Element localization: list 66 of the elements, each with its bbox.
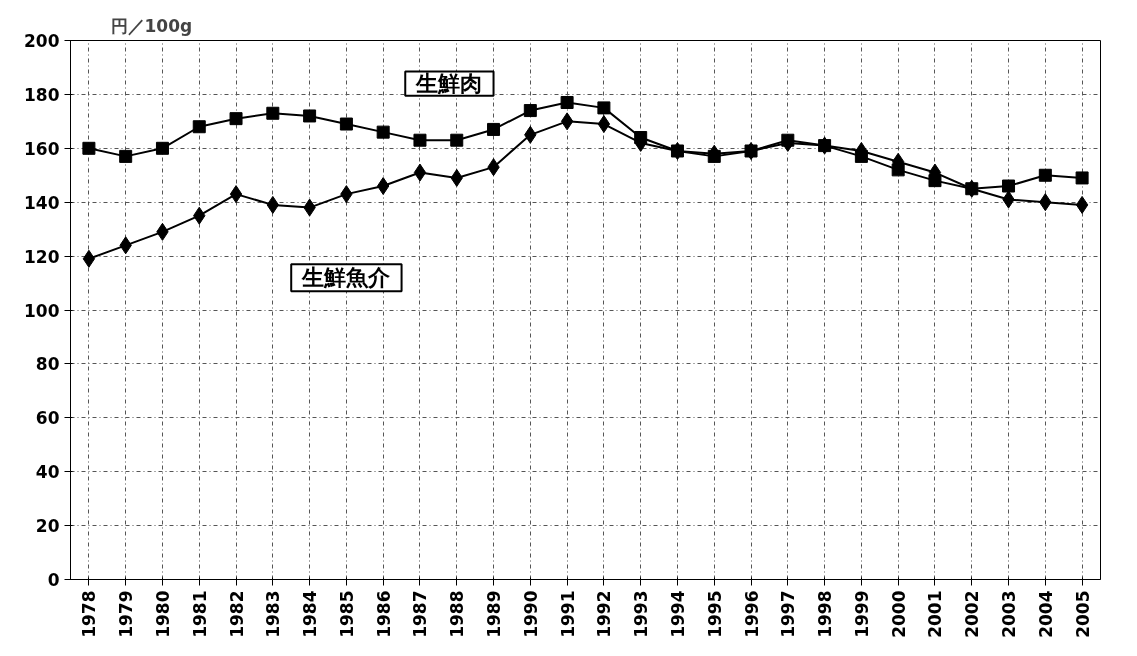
x-tick-label: 1981 (189, 590, 210, 638)
point (229, 112, 243, 126)
point (597, 115, 611, 134)
text: 生鮮魚介 (301, 265, 392, 291)
point (82, 141, 96, 155)
x-tick-label: 1984 (300, 590, 321, 638)
y-tick-label: 80 (35, 354, 60, 375)
y-tick-label: 40 (35, 462, 60, 483)
point (229, 185, 243, 204)
x-tick-label: 1986 (373, 590, 394, 638)
y-tick-label: 0 (47, 570, 60, 590)
x-tick-label: 1998 (815, 590, 836, 638)
point (560, 112, 574, 131)
x-tick-label: 1999 (851, 590, 872, 638)
y-tick-label: 20 (35, 516, 60, 537)
point (1038, 168, 1052, 182)
x-tick-label: 1988 (447, 590, 468, 638)
point (192, 120, 206, 134)
point (82, 249, 96, 268)
point (119, 149, 133, 163)
point (339, 117, 353, 131)
point (303, 109, 317, 123)
point (155, 141, 169, 155)
point (523, 104, 537, 118)
x-tick-label: 1979 (116, 590, 137, 638)
point (413, 163, 427, 182)
y-tick-label: 140 (24, 192, 60, 213)
x-tick-label: 2005 (1072, 590, 1093, 638)
x-tick-label: 1982 (226, 590, 247, 638)
y-tick-label: 60 (35, 408, 60, 429)
point (597, 101, 611, 115)
x-tick-label: 2004 (1035, 590, 1056, 638)
x-tick-label: 1993 (631, 590, 652, 638)
y-tick-label: 160 (24, 138, 60, 159)
point (1075, 195, 1089, 214)
x-tick-label: 2003 (999, 590, 1020, 638)
y-tick-label: 100 (24, 300, 60, 321)
x-tick-label: 1980 (152, 590, 173, 638)
x-tick-label: 1989 (484, 590, 505, 638)
point (376, 125, 390, 139)
x-tick-label: 1991 (557, 590, 578, 638)
x-tick-label: 1997 (778, 590, 799, 638)
x-tick-label: 1992 (594, 590, 615, 638)
point (1002, 179, 1016, 193)
x-tick-label: 2002 (962, 590, 983, 638)
point (560, 95, 574, 109)
y-tick-label: 180 (24, 84, 60, 105)
x-tick-label: 2000 (888, 590, 909, 638)
x-tick-label: 1978 (79, 590, 100, 638)
y-tick-label: 200 (24, 31, 60, 51)
point (487, 122, 501, 136)
y-tick-label: 120 (24, 246, 60, 267)
y-axis-title: 円／100g (110, 15, 193, 36)
point (266, 106, 280, 120)
x-tick-label: 1996 (741, 590, 762, 638)
point (1075, 171, 1089, 185)
x-tick-label: 1994 (667, 590, 688, 638)
series-label: 生鮮肉 (415, 71, 483, 97)
point (413, 133, 427, 147)
x-tick-label: 2001 (925, 590, 946, 638)
x-tick-label: 1987 (410, 590, 431, 638)
x-tick-label: 1995 (704, 590, 725, 638)
x-tick-label: 1990 (520, 590, 541, 638)
x-tick-label: 1985 (336, 590, 357, 638)
point (450, 133, 464, 147)
x-tick-label: 1983 (263, 590, 284, 638)
